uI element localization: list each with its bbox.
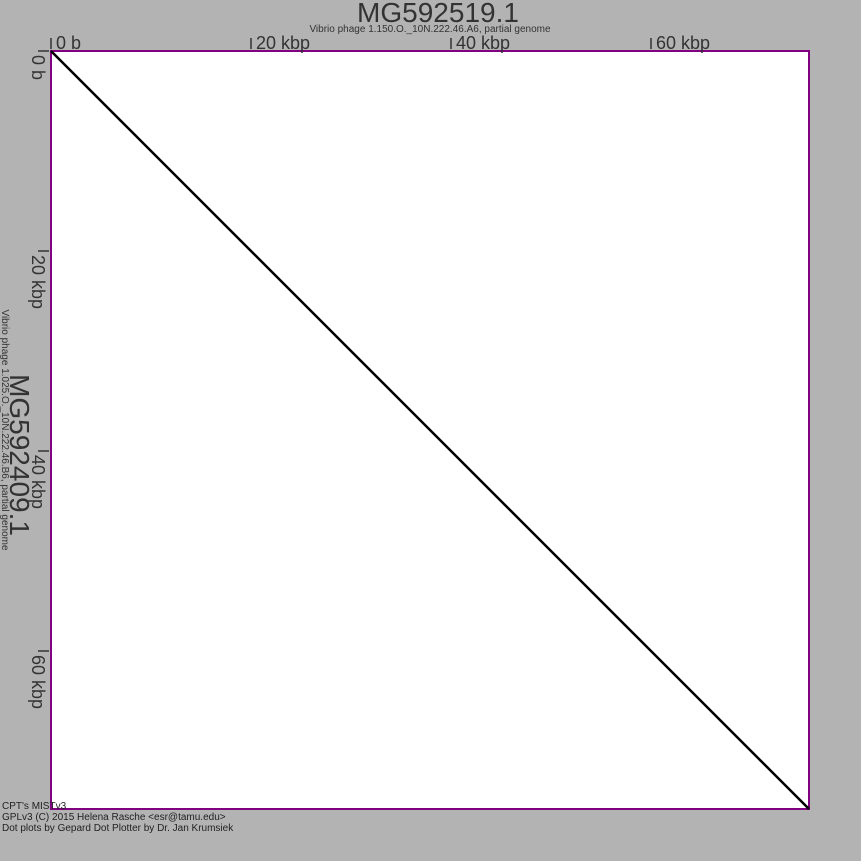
x-tick-label-3: 60 kbp <box>656 33 710 53</box>
chart-title: MG592519.1 <box>357 0 519 28</box>
y-tick-label-1: 20 kbp <box>28 255 48 309</box>
x-tick-label-1: 20 kbp <box>256 33 310 53</box>
y-tick-label-3: 60 kbp <box>28 655 48 709</box>
y-axis-ticks: 0 b 20 kbp 40 kbp 60 kbp <box>28 50 49 709</box>
y-axis-title: MG592409.1 <box>4 374 35 536</box>
footer-line-license: GPLv3 (C) 2015 Helena Rasche <esr@tamu.e… <box>2 812 226 823</box>
y-tick-label-2: 40 kbp <box>28 455 48 509</box>
footer-line-tool: CPT's MISTv3 <box>2 801 67 812</box>
y-tick-label-0: 0 b <box>28 55 48 80</box>
x-tick-label-2: 40 kbp <box>456 33 510 53</box>
x-axis-ticks: 0 b 20 kbp 40 kbp 60 kbp <box>50 33 710 53</box>
x-tick-label-0: 0 b <box>56 33 81 53</box>
footer-line-gepard: Dot plots by Gepard Dot Plotter by Dr. J… <box>2 823 234 834</box>
y-axis-subtitle: Vibrio phage 1.025.O._10N.222.46.B6, par… <box>0 309 10 551</box>
alignment-marks <box>50 50 810 810</box>
alignment-segment-0 <box>50 50 810 810</box>
chart-subtitle: Vibrio phage 1.150.O._10N.222.46.A6, par… <box>309 24 551 35</box>
footer-credits: CPT's MISTv3 GPLv3 (C) 2015 Helena Rasch… <box>2 801 233 834</box>
